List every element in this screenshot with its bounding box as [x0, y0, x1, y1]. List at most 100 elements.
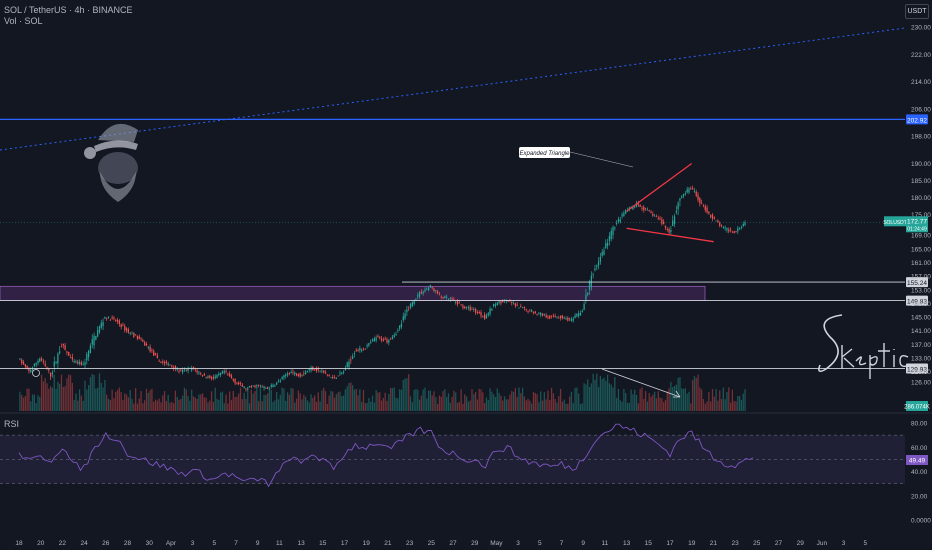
volume-bar [144, 400, 146, 411]
candle-body [500, 301, 502, 304]
candle-body [129, 332, 131, 334]
rsi-tick-label: 40.00 [911, 469, 928, 476]
volume-bar [389, 387, 392, 411]
volume-bar [66, 378, 68, 411]
candle-body [559, 315, 562, 319]
volume-bar [534, 392, 536, 411]
candle-body [89, 345, 92, 353]
candle-body [612, 226, 614, 235]
symbol-header[interactable]: SOL / TetherUS · 4h · BINANCE [4, 5, 133, 15]
candle-body [133, 332, 135, 337]
candle-body [614, 227, 616, 229]
candle-body [684, 193, 687, 195]
volume-bar [232, 390, 234, 411]
volume-bar [493, 394, 495, 411]
volume-bar [447, 393, 450, 411]
candle-body [98, 326, 101, 333]
candle-body [270, 385, 272, 387]
candle-body [453, 298, 455, 300]
price-tick-label: 185.00 [911, 178, 931, 185]
candle-body [588, 282, 591, 291]
candle-body [605, 243, 607, 248]
volume-bar [80, 395, 83, 411]
volume-bar [585, 384, 587, 411]
volume-bar [474, 392, 477, 411]
candle-body [136, 335, 139, 339]
candle-body [655, 216, 658, 218]
candle-body [494, 304, 497, 307]
candle-body [704, 206, 706, 211]
rsi-pane [0, 423, 905, 488]
candle-body [24, 364, 26, 367]
volume-header[interactable]: Vol · SOL [4, 16, 43, 26]
candle-body [218, 373, 220, 375]
volume-bar [129, 390, 131, 411]
volume-bar [659, 397, 661, 411]
candle-body [87, 350, 90, 358]
volume-bar [330, 391, 332, 411]
time-tick-label: 3 [842, 540, 846, 547]
volume-bar [549, 400, 551, 411]
currency-badge[interactable]: USDT [905, 4, 929, 19]
candle-body [512, 303, 515, 305]
candle-body [446, 296, 448, 298]
volume-bar [664, 399, 667, 411]
volume-bar [391, 388, 394, 411]
volume-bar [210, 391, 213, 411]
volume-bar [241, 399, 243, 411]
volume-bar [201, 393, 204, 411]
volume-bar [248, 403, 251, 411]
time-tick-label: 29 [797, 540, 805, 547]
candle-body [532, 312, 535, 314]
volume-bar [145, 388, 148, 411]
candle-body [205, 376, 207, 378]
candle-body [471, 308, 473, 310]
volume-bar [69, 375, 72, 411]
candle-body [639, 205, 641, 208]
volume-bar [666, 391, 668, 411]
candle-body [257, 384, 260, 386]
candle-body [200, 373, 202, 375]
volume-bar [153, 401, 155, 411]
price-axis[interactable]: 202.92 155.24 149.83 129.93 230.00 222.00 214.… [883, 25, 931, 525]
candle-body [223, 371, 225, 373]
volume-bar [596, 373, 598, 411]
volume-bar [286, 392, 289, 411]
time-tick-label: 17 [666, 540, 674, 547]
candle-body [21, 360, 23, 364]
candle-body [111, 317, 113, 319]
rsi-header[interactable]: RSI [4, 419, 20, 429]
candle-body [464, 306, 466, 309]
volume-bar [165, 401, 168, 411]
volume-bar [464, 394, 466, 411]
candle-body [310, 367, 312, 371]
volume-bar [612, 387, 614, 411]
candle-body [169, 364, 171, 366]
volume-bar [681, 388, 683, 411]
candle-body [540, 313, 542, 315]
candle-body [724, 227, 726, 229]
volume-bar [216, 398, 218, 411]
last-price-label: 172.77 [907, 218, 927, 225]
volume-bar [44, 378, 46, 411]
candle-body [664, 225, 667, 228]
volume-bar [301, 399, 303, 411]
volume-bar [133, 403, 135, 411]
price-tick-label: 129.00 [911, 369, 931, 376]
volume-bar [608, 383, 611, 411]
volume-bar [623, 388, 625, 411]
time-tick-label: 21 [710, 540, 718, 547]
volume-bar [229, 391, 231, 411]
volume-bar [641, 387, 643, 411]
candle-body [171, 365, 173, 367]
volume-bar [386, 400, 388, 411]
time-axis[interactable]: 18 20 22 24 26 28 30 Apr 3 5 7 9 11 13 15 17 19 21 23 25 27 2… [15, 540, 867, 547]
candle-body [496, 302, 498, 306]
volume-bar [719, 390, 721, 411]
volume-bar [429, 390, 432, 411]
volume-bar [50, 386, 52, 411]
candle-body [138, 336, 140, 339]
volume-bar [247, 388, 249, 411]
volume-bar [540, 391, 542, 411]
